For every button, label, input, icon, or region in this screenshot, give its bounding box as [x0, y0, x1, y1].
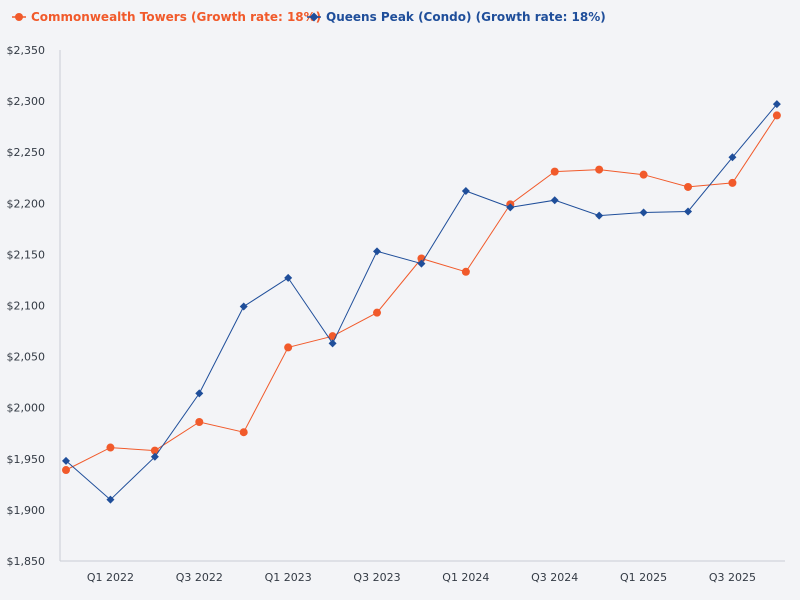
legend: Commonwealth Towers (Growth rate: 18%) Qu… — [12, 10, 606, 24]
x-tick-label: Q1 2023 — [265, 571, 312, 584]
data-point[interactable] — [772, 100, 781, 109]
data-point[interactable] — [62, 466, 70, 475]
series-line — [65, 103, 778, 501]
data-point[interactable] — [373, 247, 382, 256]
x-tick-label: Q3 2024 — [531, 571, 578, 584]
legend-label: Queens Peak (Condo) (Growth rate: 18%) — [326, 10, 606, 24]
series-layer — [62, 100, 781, 504]
data-point[interactable] — [550, 196, 559, 205]
x-tick-label: Q1 2025 — [620, 571, 667, 584]
legend-circle-marker — [15, 13, 23, 21]
data-point[interactable] — [684, 207, 693, 216]
y-tick-label: $2,050 — [7, 351, 46, 364]
data-point[interactable] — [684, 182, 693, 191]
data-point[interactable] — [195, 418, 204, 427]
data-point[interactable] — [728, 178, 737, 187]
y-tick-label: $1,950 — [7, 453, 46, 466]
y-tick-label: $2,150 — [7, 248, 46, 261]
data-point[interactable] — [595, 211, 604, 220]
data-point[interactable] — [550, 167, 559, 176]
x-tick-label: Q1 2022 — [87, 571, 134, 584]
y-tick-label: $1,850 — [7, 555, 46, 568]
data-point[interactable] — [328, 339, 337, 348]
y-tick-label: $2,100 — [7, 300, 46, 313]
legend-diamond-marker — [309, 12, 319, 22]
series-2 — [62, 100, 781, 504]
data-point[interactable] — [239, 302, 248, 311]
data-point[interactable] — [284, 343, 293, 352]
x-tick-label: Q1 2024 — [442, 571, 489, 584]
data-point[interactable] — [62, 456, 70, 465]
data-point[interactable] — [195, 389, 204, 398]
y-tick-label: $1,900 — [7, 504, 46, 517]
legend-label: Commonwealth Towers (Growth rate: 18%) — [31, 10, 321, 24]
axes: $1,850 $1,900 $1,950 $2,000 $2,050 $2,100 $2,1… — [7, 44, 785, 584]
data-point[interactable] — [595, 165, 604, 174]
data-point[interactable] — [106, 495, 115, 504]
data-point[interactable] — [461, 267, 470, 276]
series-line — [65, 115, 778, 471]
y-tick-label: $2,350 — [7, 44, 46, 57]
x-tick-label: Q3 2022 — [176, 571, 223, 584]
series-1 — [62, 111, 781, 475]
data-point[interactable] — [239, 428, 248, 437]
y-tick-label: $2,000 — [7, 402, 46, 415]
data-point[interactable] — [106, 443, 115, 452]
data-point[interactable] — [284, 273, 293, 282]
legend-item[interactable]: Commonwealth Towers (Growth rate: 18%) — [12, 10, 321, 24]
data-point[interactable] — [506, 203, 515, 212]
y-tick-label: $2,250 — [7, 146, 46, 159]
legend-item[interactable]: Queens Peak (Condo) (Growth rate: 18%) — [307, 10, 606, 24]
data-point[interactable] — [728, 153, 737, 162]
x-tick-label: Q3 2023 — [353, 571, 400, 584]
y-tick-label: $2,200 — [7, 197, 46, 210]
data-point[interactable] — [150, 452, 159, 461]
data-point[interactable] — [417, 259, 426, 268]
data-point[interactable] — [639, 170, 648, 179]
y-tick-label: $2,300 — [7, 95, 46, 108]
data-point[interactable] — [461, 187, 470, 196]
data-point[interactable] — [639, 208, 648, 217]
x-tick-label: Q3 2025 — [709, 571, 756, 584]
data-point[interactable] — [772, 111, 781, 120]
data-point[interactable] — [150, 446, 159, 455]
data-point[interactable] — [373, 308, 382, 317]
